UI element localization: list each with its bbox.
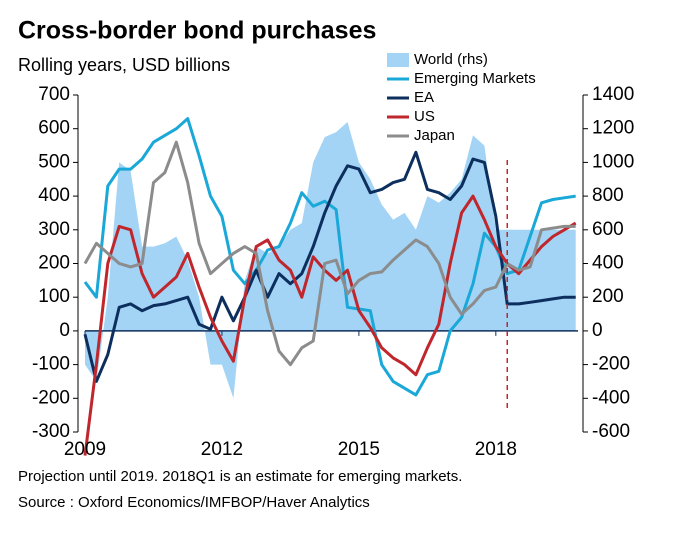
chart-subtitle: Rolling years, USD billions bbox=[18, 55, 230, 75]
y-tick-label: -200 bbox=[32, 387, 70, 408]
y-tick-label: 700 bbox=[38, 84, 70, 105]
y-tick-label: -300 bbox=[32, 421, 70, 442]
source-note: Source : Oxford Economics/IMFBOP/Haver A… bbox=[18, 494, 370, 511]
legend-label: US bbox=[414, 108, 435, 125]
y-tick-label: 100 bbox=[38, 286, 70, 307]
y-tick-label: 600 bbox=[38, 118, 70, 139]
y2-tick-label: 400 bbox=[592, 253, 624, 274]
y2-tick-label: 0 bbox=[592, 320, 603, 341]
y2-tick-label: 800 bbox=[592, 185, 624, 206]
y-tick-label: 400 bbox=[38, 185, 70, 206]
y-tick-label: 0 bbox=[59, 320, 70, 341]
line bbox=[83, 194, 577, 456]
legend-label: Emerging Markets bbox=[414, 70, 536, 87]
legend-label: EA bbox=[414, 89, 434, 106]
y2-tick-label: -400 bbox=[592, 387, 630, 408]
y2-tick-label: 600 bbox=[592, 219, 624, 240]
x-tick-label: 2018 bbox=[475, 439, 517, 460]
x-tick-label: 2012 bbox=[201, 439, 243, 460]
legend-label: World (rhs) bbox=[414, 51, 488, 68]
y2-tick-label: 1400 bbox=[592, 84, 634, 105]
y2-tick-label: 1000 bbox=[592, 151, 634, 172]
y-tick-label: -100 bbox=[32, 354, 70, 375]
y2-tick-label: -200 bbox=[592, 354, 630, 375]
x-tick-label: 2015 bbox=[338, 439, 380, 460]
chart-title: Cross-border bond purchases bbox=[18, 17, 376, 45]
y2-tick-label: 1200 bbox=[592, 118, 634, 139]
legend-swatch bbox=[387, 53, 409, 67]
footnote: Projection until 2019. 2018Q1 is an esti… bbox=[18, 468, 462, 485]
line bbox=[83, 140, 576, 367]
legend-label: Japan bbox=[414, 127, 455, 144]
y-tick-label: 300 bbox=[38, 219, 70, 240]
y2-tick-label: -600 bbox=[592, 421, 630, 442]
line bbox=[83, 150, 576, 383]
y-tick-label: 500 bbox=[38, 151, 70, 172]
x-tick-label: 2009 bbox=[64, 439, 106, 460]
y-tick-label: 200 bbox=[38, 253, 70, 274]
y2-tick-label: 200 bbox=[592, 286, 624, 307]
